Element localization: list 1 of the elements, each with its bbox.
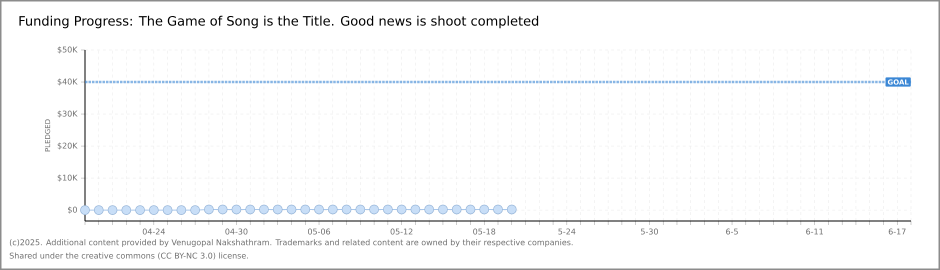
chart-title: Funding Progress: The Game of Song is the Title. Good news is shoot completed — [19, 16, 538, 28]
